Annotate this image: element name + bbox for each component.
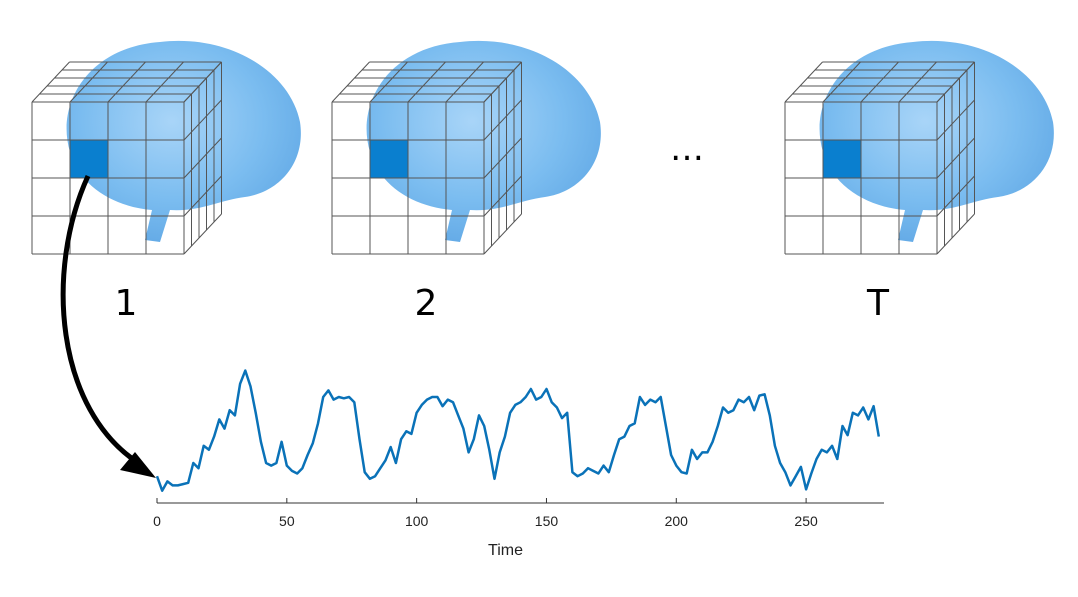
volume-group	[31, 40, 1054, 255]
ellipsis-label: …	[670, 129, 706, 169]
x-tick-label: 0	[153, 513, 161, 529]
highlighted-voxel	[370, 140, 408, 178]
x-tick-label: 100	[405, 513, 429, 529]
brain-volume-3	[784, 40, 1054, 255]
voxel-to-timeseries-arrow	[60, 174, 142, 467]
highlighted-voxel	[70, 140, 108, 178]
arrow-head	[120, 452, 156, 478]
x-tick-label: 150	[535, 513, 559, 529]
x-tick-label: 200	[665, 513, 689, 529]
brain-volume-1	[31, 40, 301, 255]
x-tick-label: 250	[794, 513, 818, 529]
volume-label-2: 2	[415, 283, 438, 324]
series-line-0	[155, 369, 881, 492]
volume-label-1: 1	[115, 283, 138, 324]
brain-volume-2	[331, 40, 601, 255]
x-axis-title: Time	[488, 542, 523, 559]
volume-label-t: T	[866, 283, 890, 324]
timeseries-chart: 0 50 100 150 200 250 Time	[153, 369, 884, 559]
x-tick-label: 50	[279, 513, 295, 529]
highlighted-voxel	[823, 140, 861, 178]
